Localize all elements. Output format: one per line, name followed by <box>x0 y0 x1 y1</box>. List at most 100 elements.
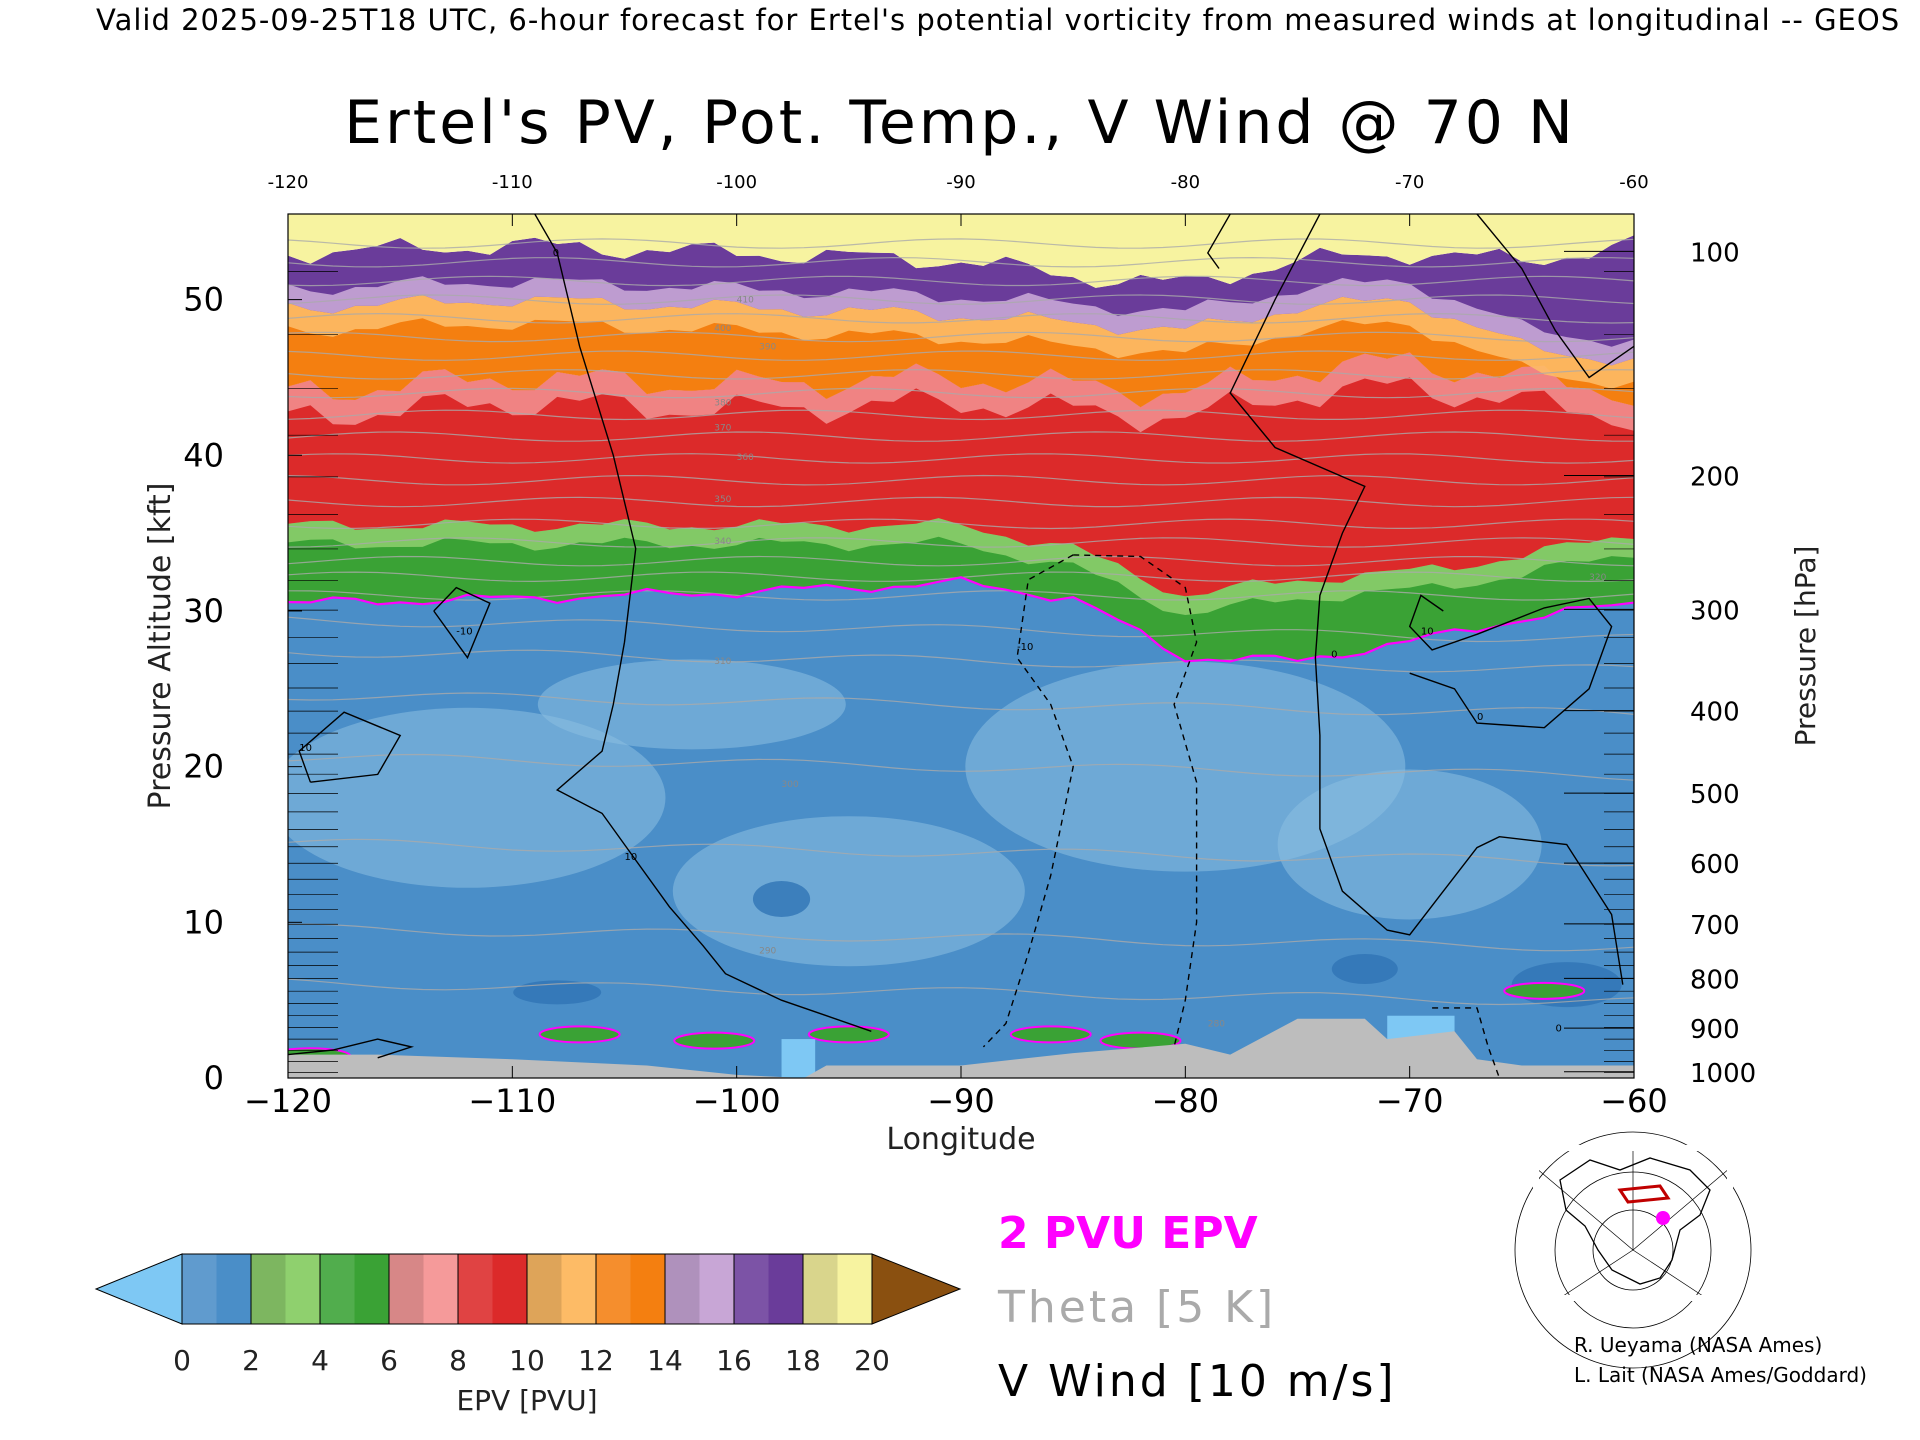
colorbar-tick-label: 8 <box>449 1344 467 1377</box>
epv-surface-patch <box>673 1031 756 1050</box>
colorbar-shade <box>320 1254 355 1324</box>
terrain <box>288 1018 1634 1078</box>
colorbar-shade <box>734 1254 769 1324</box>
v-wind-contour-ten <box>433 586 491 660</box>
pressure-tick-label: 600 <box>1690 850 1740 880</box>
colorbar-tick-label: 10 <box>509 1344 545 1377</box>
y-axis-label: Pressure Altitude [kft] <box>143 483 178 810</box>
y-tick-label: 10 <box>183 903 224 941</box>
v-wind-contour-label: 0 <box>553 248 559 259</box>
theta-contour-label: 300 <box>782 780 799 790</box>
theta-contour <box>288 275 1634 287</box>
v-wind-contour <box>1476 214 1634 379</box>
theta-contour <box>288 590 1634 601</box>
theta-contour-label: 370 <box>714 423 731 433</box>
theta-contour <box>288 692 1634 716</box>
theta-contour <box>288 369 1634 380</box>
x-tick-label: −100 <box>693 1082 781 1120</box>
colorbar-tick-label: 4 <box>311 1344 329 1377</box>
x-tick-label: −90 <box>927 1082 995 1120</box>
y-tick-label: 20 <box>183 748 224 786</box>
theta-contour <box>288 753 1634 781</box>
v-wind-contour-label: -10 <box>1017 642 1033 653</box>
pressure-tick-label: 800 <box>1690 965 1740 995</box>
colorbar-tick-label: 0 <box>173 1344 191 1377</box>
epv-surface-patch <box>1009 1025 1092 1044</box>
theta-contour <box>288 923 1634 952</box>
epv-surface-patch <box>807 1025 890 1044</box>
x-tick-label-top: -120 <box>268 172 309 193</box>
theta-contour <box>288 238 1634 249</box>
theta-contour <box>288 537 1634 548</box>
epv-light-patch <box>1277 769 1542 920</box>
theta-contour <box>288 294 1634 305</box>
colorbar-tick-label: 16 <box>716 1344 752 1377</box>
epv-2pvu-contour <box>288 576 1634 663</box>
theta-contour <box>288 555 1634 567</box>
theta-contour-label: 400 <box>714 324 731 334</box>
v-wind-contour-label: 0 <box>1477 712 1483 723</box>
colorbar-shade <box>458 1254 493 1324</box>
pressure-tick-label: 900 <box>1690 1015 1740 1045</box>
y-tick-label: 50 <box>183 281 224 319</box>
x-tick-label-top: -60 <box>1619 172 1648 193</box>
colorbar-segment <box>458 1254 527 1324</box>
theta-contour <box>288 649 1634 673</box>
x-tick-label-top: -90 <box>946 172 975 193</box>
v-wind-contour-label: 10 <box>299 743 312 754</box>
theta-contour <box>288 453 1634 464</box>
x-tick-label: −70 <box>1376 1082 1444 1120</box>
theta-contour <box>288 474 1634 486</box>
pressure-tick-label: 300 <box>1690 596 1740 626</box>
colorbar-shade <box>665 1254 700 1324</box>
theta-contour <box>288 350 1634 361</box>
epv-surface-patch <box>1503 981 1586 1000</box>
credit-line-1: R. Ueyama (NASA Ames) <box>1574 1333 1823 1357</box>
epv-band-yellow <box>288 214 1634 288</box>
theta-contour <box>288 331 1634 343</box>
colorbar-tick-label: 12 <box>578 1344 614 1377</box>
colorbar-tick-label: 2 <box>242 1344 260 1377</box>
epv-band-lightgreen <box>288 513 1634 615</box>
theta-contour <box>288 312 1634 324</box>
theta-contour-label: 410 <box>737 296 754 306</box>
v-wind-contour-label: 0 <box>1331 650 1337 661</box>
v-wind-contour-neg-ten <box>1432 1007 1501 1078</box>
y-tick-label: 40 <box>183 436 224 474</box>
colorbar-tick-label: 14 <box>647 1344 683 1377</box>
v-wind-contour-neg-ten <box>1073 554 1198 1048</box>
x-tick-label: −120 <box>244 1082 332 1120</box>
epv-dark-patch <box>1331 954 1398 985</box>
theta-contour <box>288 978 1634 1006</box>
epv-light-patch <box>288 707 666 888</box>
legend-v-wind: V Wind [10 m/s] <box>998 1356 1397 1407</box>
colorbar-min-arrow <box>94 1253 183 1325</box>
theta-contour <box>288 518 1634 530</box>
contour-lines: 410 400 390 380 370 360 350 340 320 310 300 290 280 0… <box>288 214 1634 1078</box>
colorbar-shade <box>251 1254 286 1324</box>
colorbar-max-arrow <box>871 1253 962 1325</box>
theta-contour <box>288 256 1634 268</box>
map-location-marker <box>1656 1211 1670 1225</box>
v-wind-contour-ten <box>298 711 402 783</box>
v-wind-contour-label: -10 <box>456 626 472 637</box>
credit-line-2: L. Lait (NASA Ames/Goddard) <box>1574 1363 1867 1387</box>
pressure-tick-label: 400 <box>1690 698 1740 728</box>
theta-contour-label: 350 <box>714 495 731 505</box>
theta-contour-label: 310 <box>714 657 731 667</box>
x-tick-label: −60 <box>1600 1082 1668 1120</box>
colorbar-segment <box>527 1254 596 1324</box>
colorbar-tick-label: 20 <box>854 1344 890 1377</box>
chart-title: Ertel's PV, Pot. Temp., V Wind @ 70 N <box>344 88 1576 158</box>
theta-contour <box>288 409 1634 421</box>
theta-contour-label: 380 <box>714 398 731 408</box>
x-tick-label-top: -80 <box>1171 172 1200 193</box>
legend-epv-2pvu: 2 PVU EPV <box>998 1208 1258 1259</box>
theta-contour-label: 290 <box>759 946 776 956</box>
x-axis-label: Longitude <box>886 1122 1035 1157</box>
location-map <box>1514 1131 1752 1369</box>
v-wind-contour-zero <box>1229 214 1624 985</box>
colorbar-shade <box>182 1254 217 1324</box>
pressure-tick-label: 500 <box>1690 780 1740 810</box>
theta-contour-label: 390 <box>759 342 776 352</box>
